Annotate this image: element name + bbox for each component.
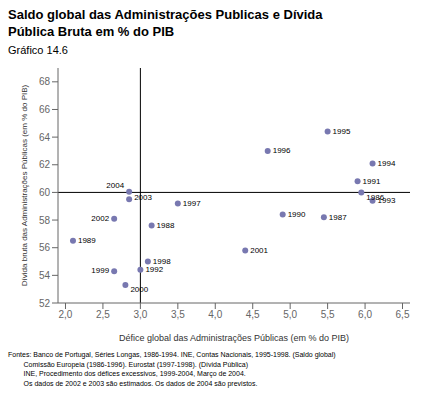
svg-text:3,0: 3,0 [133,309,147,320]
svg-text:Dívida bruta das Administraçõe: Dívida bruta das Administrações Públicas… [20,84,29,286]
svg-text:68: 68 [39,76,51,87]
svg-text:54: 54 [39,270,51,281]
svg-text:56: 56 [39,242,51,253]
svg-text:1989: 1989 [78,236,96,245]
svg-text:1995: 1995 [333,127,351,136]
svg-text:58: 58 [39,215,51,226]
svg-text:1991: 1991 [363,177,381,186]
svg-text:3,5: 3,5 [171,309,185,320]
html-text:Os dados de 2002 e 2003 são es: Os dados de 2002 e 2003 são estimados. O… [8,379,258,387]
html-text:Saldo global das Administraçõe: Saldo global das Administrações Publicas… [8,7,323,39]
svg-text:1998: 1998 [153,257,171,266]
svg-text:62: 62 [39,159,51,170]
svg-text:2003: 2003 [134,193,152,202]
svg-text:6,0: 6,0 [358,309,372,320]
svg-text:1999: 1999 [91,266,109,275]
svg-text:2004: 2004 [106,181,124,190]
svg-text:1997: 1997 [183,199,201,208]
html-text:INE, Procedimento dos défices: INE, Procedimento dos défices excessivos… [8,370,246,377]
html-text:Fontes: Banco de Portugal, Sér: Fontes: Banco de Portugal, Séries Longas… [8,351,336,358]
svg-text:1994: 1994 [378,159,396,168]
svg-text:1996: 1996 [273,146,291,155]
svg-text:52: 52 [39,298,51,309]
svg-text:2001: 2001 [250,246,268,255]
svg-text:1987: 1987 [329,213,347,222]
svg-text:2,0: 2,0 [59,309,73,320]
svg-text:1992: 1992 [145,265,163,274]
svg-text:60: 60 [39,187,51,198]
svg-text:4,0: 4,0 [208,309,222,320]
html-text:Gráfico 14.6: Gráfico 14.6 [8,44,68,56]
svg-text:2002: 2002 [91,214,109,223]
svg-text:64: 64 [39,132,51,143]
svg-text:1993: 1993 [377,196,396,206]
svg-text:1986: 1986 [366,193,384,202]
svg-text:2000: 2000 [130,285,148,294]
svg-text:6,5: 6,5 [396,309,410,320]
svg-text:1988: 1988 [157,221,175,230]
svg-text:4,5: 4,5 [246,309,260,320]
svg-text:5,5: 5,5 [321,309,335,320]
html-text:Comissão Europeia (1986-1996).: Comissão Europeia (1986-1996). Eurostat … [8,360,249,368]
svg-text:2,5: 2,5 [96,309,110,320]
svg-text:1990: 1990 [288,210,306,219]
svg-text:Défice global das Administraçõ: Défice global das Administrações Pública… [119,333,349,343]
svg-text:5,0: 5,0 [283,309,297,320]
svg-text:66: 66 [39,104,51,115]
